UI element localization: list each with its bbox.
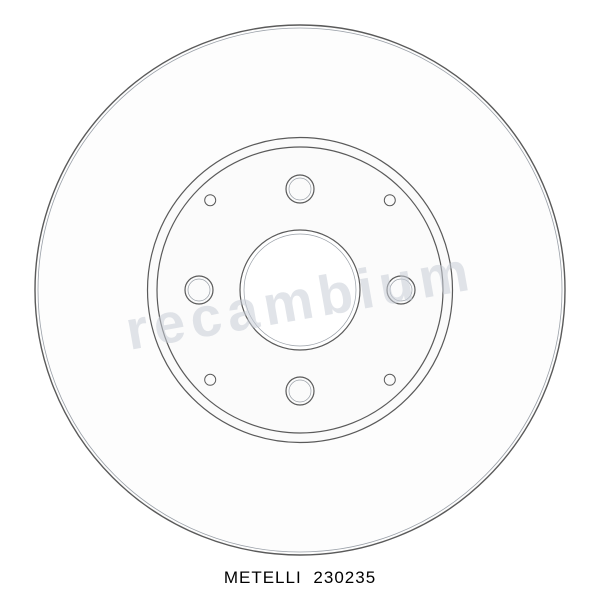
brake-disc-figure: recambium [0,0,600,600]
brake-disc-svg [0,0,600,580]
figure-caption: METELLI 230235 [0,568,600,588]
part-number: 230235 [313,568,376,587]
brand-label: METELLI [224,568,302,587]
